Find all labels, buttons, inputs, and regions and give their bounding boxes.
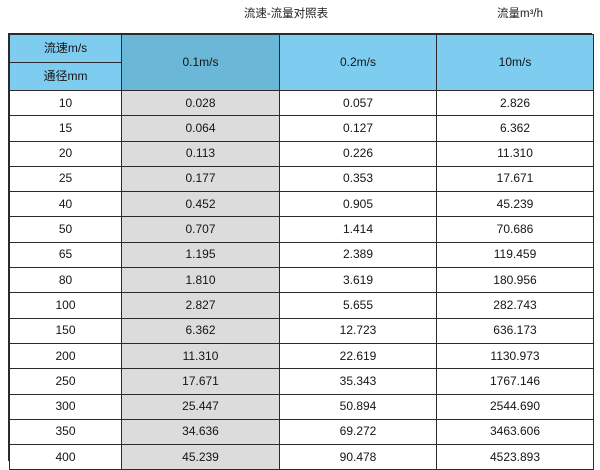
cell-diameter: 250: [9, 368, 122, 395]
cell-diameter: 10: [9, 89, 122, 117]
table-row: 150 6.362 12.723 636.173: [9, 317, 594, 344]
cell-flow-0.1ms: 0.028: [121, 89, 280, 117]
table-row: 15 0.064 0.127 6.362: [9, 115, 594, 142]
header-col-0.1ms: 0.1m/s: [121, 34, 280, 91]
cell-flow-0.1ms: 0.177: [121, 165, 280, 193]
cell-flow-0.2ms: 1.414: [279, 216, 437, 243]
cell-flow-0.1ms: 17.671: [121, 368, 280, 395]
cell-flow-0.2ms: 50.894: [279, 393, 437, 420]
cell-flow-0.1ms: 0.064: [121, 115, 280, 142]
cell-diameter: 400: [9, 444, 122, 470]
cell-flow-0.2ms: 90.478: [279, 444, 437, 470]
header-col-0.2ms: 0.2m/s: [279, 34, 437, 91]
cell-diameter: 15: [9, 115, 122, 142]
cell-flow-0.2ms: 69.272: [279, 418, 437, 446]
cell-flow-0.2ms: 0.353: [279, 165, 437, 193]
cell-flow-10ms: 180.956: [436, 267, 594, 294]
flow-rate-table: 流速m/s 0.1m/s 0.2m/s 10m/s 通径mm 10 0.028 …: [9, 34, 594, 470]
cell-diameter: 300: [9, 393, 122, 420]
page-title: 流速-流量对照表: [243, 8, 329, 20]
cell-flow-10ms: 2.826: [436, 89, 594, 117]
cell-diameter: 50: [9, 216, 122, 243]
cell-flow-0.1ms: 11.310: [121, 342, 280, 370]
table-row: 100 2.827 5.655 282.743: [9, 292, 594, 319]
table-row: 200 11.310 22.619 1130.973: [9, 342, 594, 370]
table-row: 25 0.177 0.353 17.671: [9, 165, 594, 193]
cell-diameter: 40: [9, 191, 122, 218]
cell-flow-0.2ms: 0.127: [279, 115, 437, 142]
cell-flow-0.2ms: 22.619: [279, 342, 437, 370]
cell-flow-0.2ms: 35.343: [279, 368, 437, 395]
table-row: 10 0.028 0.057 2.826: [9, 89, 594, 117]
cell-flow-0.1ms: 1.810: [121, 267, 280, 294]
cell-diameter: 20: [9, 140, 122, 167]
cell-flow-0.1ms: 45.239: [121, 444, 280, 470]
cell-flow-0.2ms: 0.905: [279, 191, 437, 218]
table-body: 10 0.028 0.057 2.826 15 0.064 0.127 6.36…: [9, 89, 594, 470]
cell-flow-10ms: 282.743: [436, 292, 594, 319]
cell-flow-10ms: 70.686: [436, 216, 594, 243]
cell-diameter: 25: [9, 165, 122, 193]
cell-flow-0.2ms: 0.226: [279, 140, 437, 167]
cell-flow-0.1ms: 34.636: [121, 418, 280, 446]
table-head: 流速m/s 0.1m/s 0.2m/s 10m/s 通径mm: [9, 34, 594, 91]
cell-flow-0.1ms: 25.447: [121, 393, 280, 420]
cell-diameter: 150: [9, 317, 122, 344]
cell-flow-10ms: 1767.146: [436, 368, 594, 395]
cell-flow-10ms: 3463.606: [436, 418, 594, 446]
cell-diameter: 100: [9, 292, 122, 319]
cell-flow-0.1ms: 0.113: [121, 140, 280, 167]
header-row-bottom: 通径mm: [9, 62, 594, 91]
header-velocity-label: 流速m/s: [9, 34, 122, 63]
table-row: 400 45.239 90.478 4523.893: [9, 444, 594, 470]
cell-diameter: 200: [9, 342, 122, 370]
cell-flow-0.1ms: 6.362: [121, 317, 280, 344]
cell-diameter: 350: [9, 418, 122, 446]
table-row: 80 1.810 3.619 180.956: [9, 267, 594, 294]
header-col-10ms: 10m/s: [436, 34, 594, 91]
cell-flow-10ms: 4523.893: [436, 444, 594, 470]
cell-flow-0.2ms: 5.655: [279, 292, 437, 319]
cell-flow-10ms: 45.239: [436, 191, 594, 218]
cell-flow-0.2ms: 2.389: [279, 241, 437, 269]
cell-flow-10ms: 2544.690: [436, 393, 594, 420]
table-row: 40 0.452 0.905 45.239: [9, 191, 594, 218]
cell-flow-10ms: 1130.973: [436, 342, 594, 370]
flow-table-container: 流速m/s 0.1m/s 0.2m/s 10m/s 通径mm 10 0.028 …: [8, 33, 594, 470]
cell-flow-10ms: 11.310: [436, 140, 594, 167]
cell-flow-0.1ms: 0.452: [121, 191, 280, 218]
caption-strip: 流速-流量对照表 流量m³/h: [0, 0, 600, 33]
cell-flow-10ms: 636.173: [436, 317, 594, 344]
cell-diameter: 65: [9, 241, 122, 269]
header-row-top: 流速m/s 0.1m/s 0.2m/s 10m/s: [9, 34, 594, 91]
flow-unit-label: 流量m³/h: [497, 8, 543, 20]
cell-flow-10ms: 6.362: [436, 115, 594, 142]
cell-flow-10ms: 17.671: [436, 165, 594, 193]
table-row: 300 25.447 50.894 2544.690: [9, 393, 594, 420]
cell-flow-10ms: 119.459: [436, 241, 594, 269]
cell-flow-0.1ms: 1.195: [121, 241, 280, 269]
cell-flow-0.1ms: 0.707: [121, 216, 280, 243]
table-row: 250 17.671 35.343 1767.146: [9, 368, 594, 395]
table-row: 50 0.707 1.414 70.686: [9, 216, 594, 243]
table-row: 350 34.636 69.272 3463.606: [9, 418, 594, 446]
cell-flow-0.1ms: 2.827: [121, 292, 280, 319]
table-row: 65 1.195 2.389 119.459: [9, 241, 594, 269]
header-diameter-label: 通径mm: [9, 62, 122, 91]
cell-flow-0.2ms: 12.723: [279, 317, 437, 344]
cell-diameter: 80: [9, 267, 122, 294]
table-row: 20 0.113 0.226 11.310: [9, 140, 594, 167]
cell-flow-0.2ms: 3.619: [279, 267, 437, 294]
cell-flow-0.2ms: 0.057: [279, 89, 437, 117]
